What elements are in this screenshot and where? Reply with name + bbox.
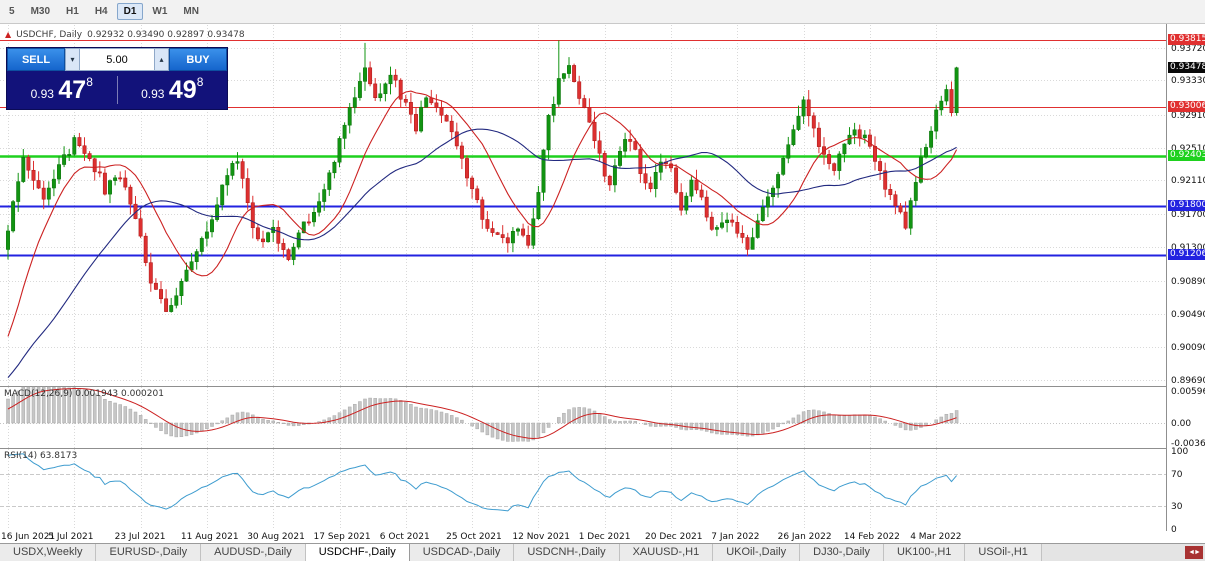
price-tick-label: 0.91300	[1171, 243, 1205, 253]
date-label: 4 Mar 2022	[910, 532, 962, 542]
chart-symbol-label: USDCHF, Daily	[16, 30, 83, 40]
chart-tab-dj30daily[interactable]: DJ30-,Daily	[800, 544, 884, 561]
timeframe-toolbar: 5 M30 H1 H4 D1 W1 MN	[0, 0, 1205, 24]
chart-tab-ukoildaily[interactable]: UKOil-,Daily	[713, 544, 801, 561]
chart-symbol-icon: ▲	[5, 30, 12, 39]
chart-tab-usdcnhdaily[interactable]: USDCNH-,Daily	[514, 544, 620, 561]
chart-tab-bar: USDX,Weekly EURUSD-,Daily AUDUSD-,Daily USD…	[0, 543, 1205, 561]
timeframe-button-w1[interactable]: W1	[152, 6, 168, 17]
price-tick-label: 0.92910	[1171, 110, 1205, 121]
date-label: 7 Jan 2022	[711, 532, 760, 542]
price-level-tag-blue: 0.91800	[1168, 200, 1205, 212]
price-tick-label: 0.91700	[1171, 210, 1205, 221]
date-label: 5 Jul 2021	[48, 532, 94, 542]
timeframe-buttons: 5 M30 H1 H4 D1 W1 MN	[2, 3, 206, 20]
current-price-tag: 0.93478	[1168, 61, 1205, 73]
price-tick-label: 0.90490	[1171, 309, 1205, 320]
rsi-indicator-label: RSI(14) 63.8173	[4, 451, 78, 461]
chart-tab-usdchfdaily[interactable]: USDCHF-,Daily	[305, 544, 410, 561]
timeframe-button-mn[interactable]: MN	[183, 6, 199, 17]
macd-indicator-label: MACD(12,26,9) 0.001943 0.000201	[4, 389, 164, 399]
price-level-tag-red: 0.93815	[1168, 34, 1205, 45]
date-axis[interactable]: 16 Jun 2021 5 Jul 2021 23 Jul 2021 11 Aug 2…	[0, 530, 1166, 543]
price-divider	[116, 76, 118, 104]
chart-tab-audusddaily[interactable]: AUDUSD-,Daily	[201, 544, 306, 561]
ma-slow-line	[7, 128, 957, 378]
buy-price-display[interactable]: 0.93 498	[118, 74, 228, 105]
timeframe-button-5[interactable]: 5	[9, 6, 15, 17]
rsi-axis-label: 30	[1171, 501, 1183, 512]
date-label: 11 Aug 2021	[180, 532, 239, 542]
sell-price-sup: 8	[86, 74, 93, 89]
chart-tab-xauusdh1[interactable]: XAUUSD-,H1	[619, 544, 714, 561]
date-label: 16 Jun 2021	[1, 532, 56, 542]
tab-scroll-right-icon: ►	[1194, 549, 1201, 556]
trade-controls-row: SELL ▾ 5.00 ▴ BUY	[7, 48, 227, 71]
buy-price-sup: 8	[196, 74, 204, 89]
buy-price-base: 0.93	[141, 86, 165, 101]
timeframe-button-m30[interactable]: M30	[30, 6, 51, 17]
tab-scroll-buttons[interactable]: ◄►	[1185, 546, 1203, 559]
date-label: 17 Sep 2021	[313, 532, 371, 542]
buy-price-big: 49	[168, 75, 197, 104]
macd-axis-label: -0.00366	[1171, 438, 1205, 449]
sell-price-display[interactable]: 0.93 478	[7, 74, 117, 105]
ma-fast-line	[7, 90, 958, 337]
price-tick-label: 0.93720	[1171, 43, 1205, 54]
rsi-line	[7, 453, 957, 512]
chart-tab-usdcaddaily[interactable]: USDCAD-,Daily	[409, 544, 515, 561]
date-label: 20 Dec 2021	[645, 532, 703, 542]
price-tick-label: 0.92510	[1171, 143, 1205, 154]
timeframe-button-h1[interactable]: H1	[66, 6, 79, 17]
macd-histogram	[0, 386, 1166, 442]
buy-button[interactable]: BUY	[169, 48, 227, 71]
volume-decrease-button[interactable]: ▾	[65, 48, 80, 71]
chart-tab-eurusddaily[interactable]: EURUSD-,Daily	[96, 544, 202, 561]
volume-increase-button[interactable]: ▴	[154, 48, 169, 71]
rsi-axis-label: 70	[1171, 470, 1183, 481]
sell-button[interactable]: SELL	[7, 48, 65, 71]
rsi-axis-label: 100	[1171, 447, 1189, 457]
date-label: 23 Jul 2021	[114, 532, 166, 542]
chart-tab-usoilh1[interactable]: USOil-,H1	[965, 544, 1042, 561]
macd-axis-label: 0.00	[1171, 419, 1192, 429]
price-axis[interactable]: 0.93720 0.93330 0.92910 0.92510 0.92110 0.917…	[1167, 24, 1205, 535]
one-click-trading-panel: SELL ▾ 5.00 ▴ BUY 0.93 478 0.93 498	[6, 47, 228, 110]
volume-input[interactable]: 5.00	[80, 48, 154, 71]
price-tick-label: 0.93330	[1171, 75, 1205, 86]
rsi-level-lines	[0, 474, 1166, 507]
chevron-up-icon: ▴	[159, 55, 164, 64]
chart-tab-uk100h1[interactable]: UK100-,H1	[883, 544, 966, 561]
sell-price-base: 0.93	[30, 86, 54, 101]
chart-ohlc-values: 0.92932 0.93490 0.92897 0.93478	[87, 30, 245, 40]
price-level-tag-blue: 0.91206	[1168, 248, 1205, 260]
chart-header: ▲ USDCHF, Daily 0.92932 0.93490 0.92897 …	[5, 30, 245, 40]
chart-tab-usdxweekly[interactable]: USDX,Weekly	[0, 544, 97, 561]
date-label: 12 Nov 2021	[512, 532, 571, 542]
trade-price-row: 0.93 478 0.93 498	[7, 71, 227, 109]
date-label: 26 Jan 2022	[777, 532, 832, 542]
chevron-down-icon: ▾	[70, 55, 75, 64]
date-label: 14 Feb 2022	[843, 532, 900, 542]
price-tick-label: 0.89690	[1171, 375, 1205, 386]
price-level-tag-red: 0.93006	[1168, 100, 1205, 112]
price-tick-label: 0.90090	[1171, 342, 1205, 353]
price-level-tag-green: 0.92403	[1168, 150, 1205, 162]
price-tick-label: 0.90890	[1171, 277, 1205, 288]
timeframe-button-h4[interactable]: H4	[94, 6, 108, 17]
sell-price-big: 47	[58, 75, 87, 104]
rsi-axis-label: 0	[1171, 525, 1177, 535]
tab-scroll-left-icon: ◄	[1188, 549, 1195, 556]
date-label: 1 Dec 2021	[578, 532, 631, 542]
timeframe-button-d1[interactable]: D1	[116, 3, 144, 20]
date-label: 30 Aug 2021	[247, 532, 305, 542]
price-tick-label: 0.92110	[1171, 176, 1205, 187]
date-label: 25 Oct 2021	[446, 532, 502, 542]
macd-axis-label: 0.00596	[1171, 387, 1205, 397]
date-label: 6 Oct 2021	[379, 532, 430, 542]
